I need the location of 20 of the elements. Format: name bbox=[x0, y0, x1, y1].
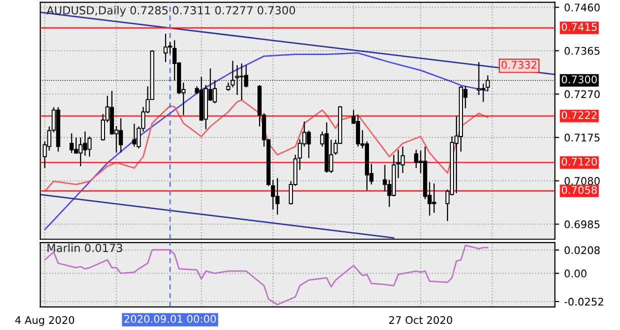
ref-line-label: 0.7300 bbox=[562, 76, 597, 84]
y-tick-label: 0.0208 bbox=[564, 246, 600, 254]
ref-line-label: 0.7058 bbox=[562, 186, 597, 194]
x-tick-label: 27 Oct 2020 bbox=[389, 316, 452, 324]
ref-line-label: 0.7222 bbox=[562, 111, 596, 120]
y-tick-label: 0.6985 bbox=[564, 220, 600, 228]
y-tick-label: 0.7175 bbox=[564, 134, 600, 142]
ref-line-label: 0.7415 bbox=[562, 23, 597, 31]
annotation: 0.7332 bbox=[502, 60, 536, 69]
y-tick-label: 0.7270 bbox=[564, 90, 600, 98]
y-tick-label: 0.7080 bbox=[564, 177, 600, 185]
x-tick-label: 4 Aug 2020 bbox=[15, 316, 74, 326]
y-tick-label: 0.7460 bbox=[564, 4, 600, 12]
chart-title: AUDUSD,Daily 0.7285 0.7311 0.7277 0.7300 bbox=[46, 6, 296, 17]
y-tick-label: -0.0252 bbox=[564, 298, 604, 306]
ref-line-label: 2020.09.01 00:00 bbox=[124, 314, 216, 323]
ref-line-label: 0.7120 bbox=[562, 158, 597, 166]
y-tick-label: 0.7365 bbox=[564, 46, 600, 55]
y-tick-label: 0.00 bbox=[564, 270, 586, 278]
chart-title: Marlin 0.0173 bbox=[48, 244, 122, 252]
